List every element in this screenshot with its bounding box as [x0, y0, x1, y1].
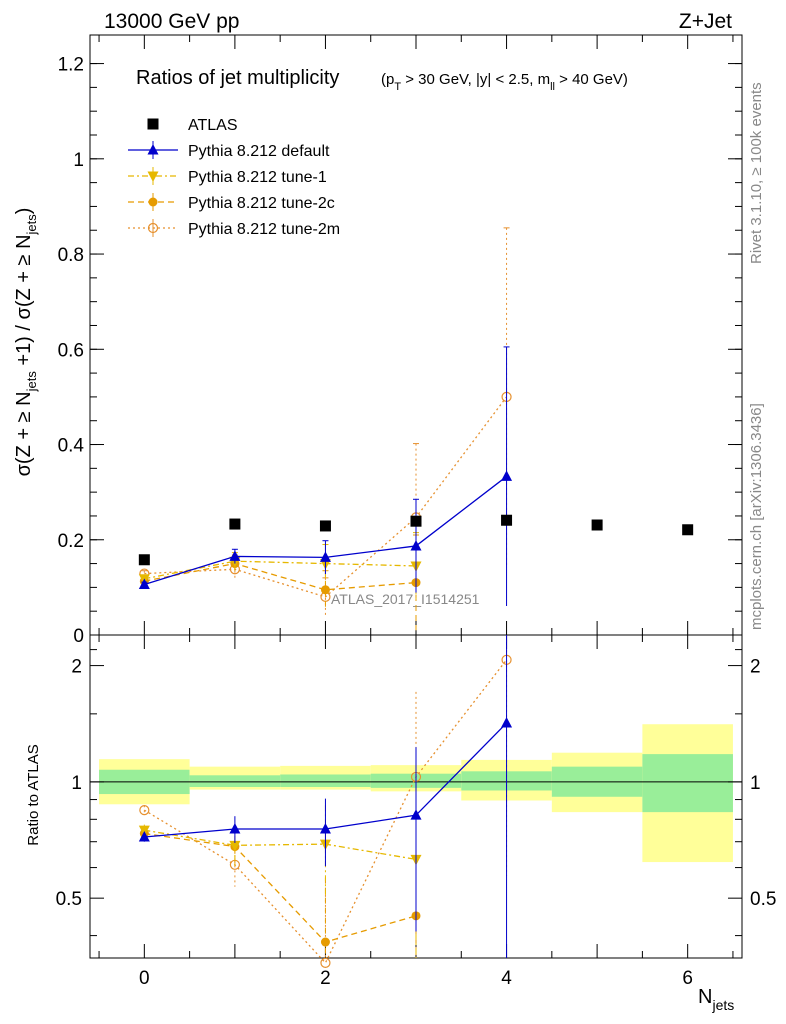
data-point [682, 524, 694, 536]
data-point [229, 518, 241, 530]
ratio-y-tick-label-right: 0.5 [750, 889, 776, 910]
header-process: Z+Jet [679, 10, 732, 33]
mcplots-label: mcplots.cern.ch [arXiv:1306.3436] [748, 403, 765, 630]
main-y-tick-label: 0.6 [58, 340, 84, 361]
main-y-tick-label: 0.4 [58, 436, 85, 457]
ratio-series-1 [138, 794, 422, 958]
main-series-1 [138, 346, 513, 606]
band-stat-1 [189, 775, 281, 787]
legend-label: Pythia 8.212 default [188, 143, 330, 160]
x-tick-label: 4 [501, 968, 512, 989]
ratio-y-axis-label: Ratio to ATLAS [25, 744, 42, 845]
ratio-y-tick-label: 1 [71, 773, 82, 794]
series-line [144, 560, 417, 580]
data-point [138, 578, 150, 590]
data-point [591, 519, 603, 531]
main-y-tick-label: 1.2 [58, 55, 84, 76]
chart-title: Ratios of jet multiplicity [136, 67, 339, 89]
x-tick-label: 6 [682, 968, 693, 989]
data-point [501, 514, 513, 526]
analysis-watermark: ATLAS_2017_I1514251 [331, 591, 480, 607]
ratio-point [138, 825, 150, 837]
x-axis-label: Njets [698, 986, 734, 1013]
legend-label: Pythia 8.212 tune-1 [188, 169, 327, 186]
data-point [410, 515, 422, 527]
legend: ATLAS Pythia 8.212 default Pythia 8.212 tu… [128, 117, 340, 238]
x-tick-label: 0 [139, 968, 150, 989]
ratio-axis-ticks: 0.5 0.5 1 1 2 2 0 2 4 6 [56, 635, 776, 989]
rivet-label: Rivet 3.1.10, ≥ 100k events [748, 82, 765, 264]
data-point [229, 550, 241, 561]
legend-marker [148, 197, 158, 207]
ratio-y-tick-label: 2 [71, 657, 82, 678]
band-stat-2 [280, 774, 371, 787]
legend-label: Pythia 8.212 tune-2c [188, 195, 335, 212]
x-tick-label: 2 [320, 968, 331, 989]
series-line [144, 562, 417, 591]
data-point [320, 585, 330, 595]
data-point [319, 520, 331, 532]
legend-marker [147, 144, 159, 155]
data-point [410, 539, 422, 551]
data-point [138, 554, 150, 566]
legend-marker [147, 118, 159, 130]
ratio-series-2 [139, 809, 421, 958]
data-point [501, 470, 513, 481]
ratio-point [320, 937, 330, 947]
series-line [144, 396, 508, 598]
main-y-tick-label: 0 [73, 626, 84, 647]
main-y-tick-label: 0.8 [58, 245, 84, 266]
ratio-point [501, 717, 513, 728]
ratio-point [229, 823, 241, 834]
ratio-y-tick-label: 0.5 [56, 889, 82, 910]
ratio-point [320, 957, 331, 968]
ratio-y-tick-label-right: 2 [750, 657, 761, 678]
legend-marker [147, 171, 159, 182]
ratio-line [144, 832, 417, 943]
main-y-axis-label: σ(Z + ≥ Njets +1) / σ(Z + ≥ Njets) [13, 208, 39, 477]
ratio-line [143, 659, 508, 965]
band-stat-6 [642, 754, 733, 813]
main-axis-ticks: 0 0.2 0.4 0.6 0.8 1 1.2 [58, 35, 742, 647]
main-y-tick-label: 0.2 [58, 531, 84, 552]
ratio-point [138, 830, 150, 842]
main-series-2 [138, 532, 422, 600]
ratio-line [144, 829, 417, 861]
ratio-point [410, 809, 422, 820]
legend-label: ATLAS [188, 117, 238, 134]
main-series-layer [138, 227, 694, 631]
main-series-3 [139, 534, 421, 631]
ratio-series-0 [138, 635, 513, 958]
chart-title-cuts: (pT > 30 GeV, |y| < 2.5, mll > 40 GeV) [381, 71, 628, 93]
legend-label: Pythia 8.212 tune-2m [188, 221, 340, 238]
ratio-y-tick-label-right: 1 [750, 773, 761, 794]
ratio-point [139, 805, 150, 816]
ratio-series-layer [138, 635, 513, 968]
ratio-point [319, 823, 331, 834]
main-y-tick-label: 1 [73, 150, 84, 171]
ratio-point [229, 840, 241, 852]
data-point [319, 551, 331, 562]
header-energy: 13000 GeV pp [104, 10, 239, 33]
main-series-0 [138, 514, 694, 566]
legend-marker [147, 222, 159, 234]
